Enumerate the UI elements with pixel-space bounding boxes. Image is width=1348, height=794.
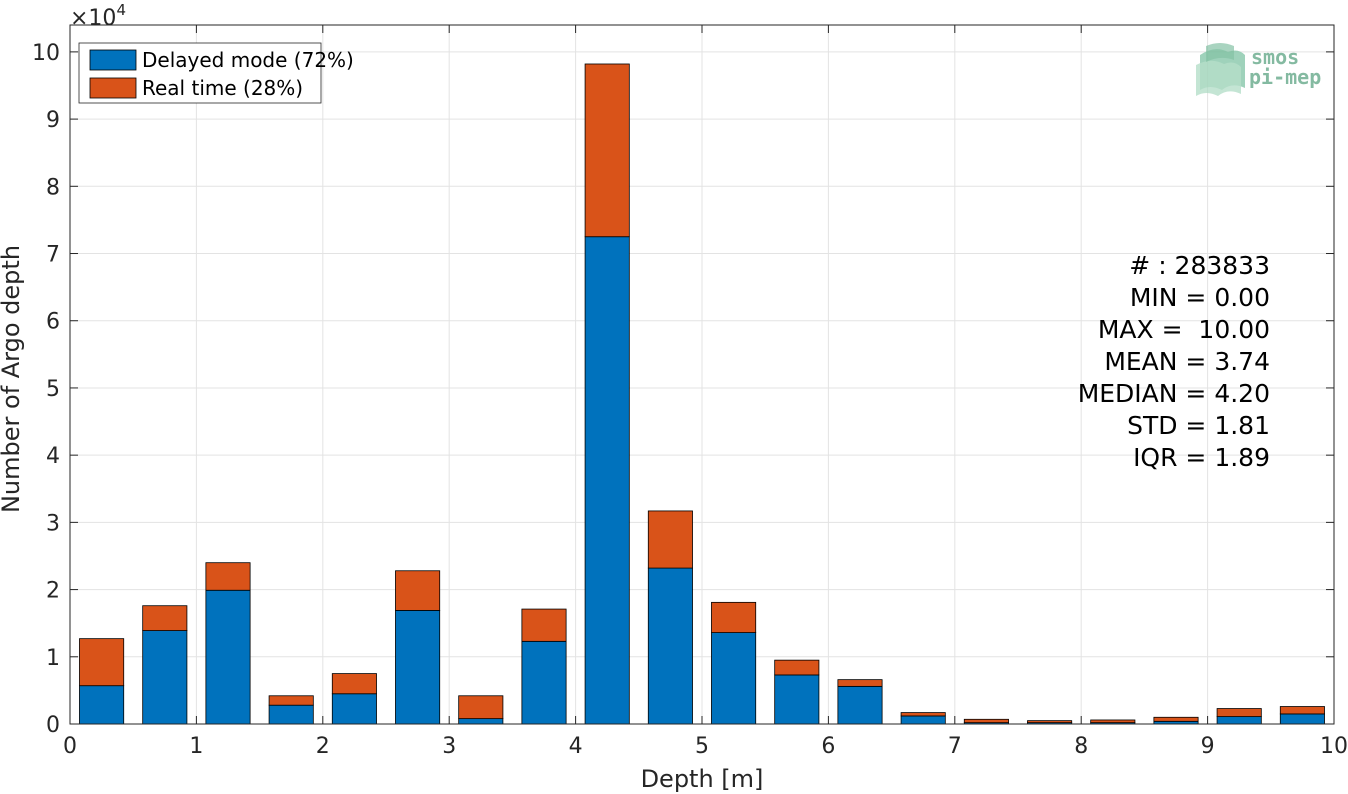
bar-real-time <box>711 601 757 633</box>
bar-delayed-mode <box>711 632 757 725</box>
y-tick-label: 9 <box>46 108 60 133</box>
bar-real-time <box>458 695 504 720</box>
x-tick-label: 4 <box>569 734 583 759</box>
bar-real-time <box>142 605 188 631</box>
bar-real-time <box>521 608 567 642</box>
stats-count: # : 283833 <box>1129 251 1270 280</box>
bar-real-time <box>963 718 1009 724</box>
stats-iqr: IQR = 1.89 <box>1133 443 1270 472</box>
legend-swatch-real-time <box>89 77 137 99</box>
x-tick-label: 5 <box>695 734 709 759</box>
bar-delayed-mode <box>268 704 314 725</box>
bar-real-time <box>331 673 377 695</box>
logo-waves-icon <box>1196 43 1245 96</box>
bar-delayed-mode <box>142 630 188 725</box>
y-tick-label: 7 <box>46 243 60 268</box>
stats-max: MAX = 10.00 <box>1098 315 1270 344</box>
bars <box>79 63 1325 725</box>
x-axis-label: Depth [m] <box>641 765 764 793</box>
y-tick-label: 0 <box>46 713 60 738</box>
bar-real-time <box>1153 716 1199 722</box>
stats-annotation: # : 283833 MIN = 0.00 MAX = 10.00 MEAN =… <box>1078 251 1270 472</box>
bar-real-time <box>774 659 820 676</box>
y-tick-label: 6 <box>46 310 60 335</box>
y-tick-labels: 0 1 2 3 4 5 6 7 8 9 10 <box>32 41 60 738</box>
bar-real-time <box>900 712 946 717</box>
y-axis-label: Number of Argo depth <box>0 245 25 513</box>
bar-real-time <box>837 679 883 687</box>
bar-real-time <box>584 63 630 238</box>
legend-swatch-delayed-mode <box>89 49 137 71</box>
y-tick-label: 2 <box>46 579 60 604</box>
bar-delayed-mode <box>205 589 251 725</box>
bar-delayed-mode <box>395 610 441 725</box>
stats-mean: MEAN = 3.74 <box>1104 347 1270 376</box>
bar-real-time <box>1027 720 1073 724</box>
legend-label-delayed-mode: Delayed mode (72%) <box>142 48 354 72</box>
bar-delayed-mode <box>584 236 630 725</box>
logo-text-smos: smos <box>1251 45 1299 69</box>
tick-marks <box>69 25 1335 725</box>
y-tick-label: 5 <box>46 377 60 402</box>
stats-min: MIN = 0.00 <box>1130 283 1270 312</box>
bar-real-time <box>268 695 314 706</box>
bar-real-time <box>1090 719 1136 724</box>
x-tick-label: 8 <box>1074 734 1088 759</box>
x-tick-labels: 0 1 2 3 4 5 6 7 8 9 10 <box>63 734 1348 759</box>
x-tick-label: 1 <box>189 734 203 759</box>
bar-delayed-mode <box>774 674 820 725</box>
x-tick-label: 0 <box>63 734 77 759</box>
bar-real-time <box>647 510 693 569</box>
bar-real-time <box>205 562 251 591</box>
legend: Delayed mode (72%) Real time (28%) <box>78 42 354 104</box>
x-tick-label: 3 <box>442 734 456 759</box>
bar-delayed-mode <box>521 640 567 725</box>
bar-real-time <box>1216 708 1262 718</box>
x-tick-label: 6 <box>821 734 835 759</box>
bar-delayed-mode <box>900 715 946 725</box>
legend-label-real-time: Real time (28%) <box>142 76 303 100</box>
smos-pi-mep-logo: smos pi-mep <box>1196 43 1321 96</box>
y-tick-label: 4 <box>46 444 60 469</box>
bar-delayed-mode <box>1216 716 1262 725</box>
y-exponent-label: ×104 <box>70 1 126 31</box>
x-tick-label: 10 <box>1320 734 1348 759</box>
bar-delayed-mode <box>647 567 693 725</box>
bar-delayed-mode <box>79 685 125 725</box>
x-tick-label: 2 <box>316 734 330 759</box>
y-tick-label: 8 <box>46 175 60 200</box>
stats-std: STD = 1.81 <box>1127 411 1270 440</box>
bar-delayed-mode <box>331 693 377 725</box>
bar-real-time <box>395 570 441 611</box>
bar-delayed-mode <box>837 685 883 725</box>
stats-median: MEDIAN = 4.20 <box>1078 379 1270 408</box>
y-tick-label: 3 <box>46 511 60 536</box>
bar-delayed-mode <box>458 718 504 725</box>
x-tick-label: 7 <box>948 734 962 759</box>
y-tick-label: 10 <box>32 41 60 66</box>
x-tick-label: 9 <box>1201 734 1215 759</box>
bar-real-time <box>1279 706 1325 715</box>
y-tick-label: 1 <box>46 646 60 671</box>
bar-real-time <box>79 638 125 687</box>
bar-delayed-mode <box>1279 713 1325 725</box>
logo-text-pi-mep: pi-mep <box>1249 65 1321 89</box>
